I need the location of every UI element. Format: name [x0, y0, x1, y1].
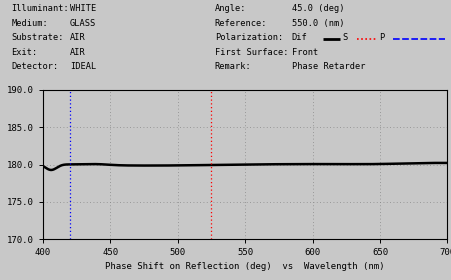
Text: Reference:: Reference:	[214, 19, 267, 28]
Text: Remark:: Remark:	[214, 62, 251, 71]
Text: Illuminant:: Illuminant:	[11, 4, 69, 13]
Text: Polarization:: Polarization:	[214, 33, 282, 42]
Text: WHITE: WHITE	[70, 4, 96, 13]
Text: Phase Retarder: Phase Retarder	[291, 62, 364, 71]
Text: Medium:: Medium:	[11, 19, 48, 28]
Text: AIR: AIR	[70, 48, 86, 57]
Text: IDEAL: IDEAL	[70, 62, 96, 71]
Text: Detector:: Detector:	[11, 62, 59, 71]
Text: GLASS: GLASS	[70, 19, 96, 28]
Text: Substrate:: Substrate:	[11, 33, 64, 42]
Text: AIR: AIR	[70, 33, 86, 42]
Text: 45.0 (deg): 45.0 (deg)	[291, 4, 343, 13]
Text: P: P	[378, 33, 384, 42]
Text: Front: Front	[291, 48, 317, 57]
Text: Dif: Dif	[291, 33, 307, 42]
Text: S: S	[341, 33, 347, 42]
Text: Exit:: Exit:	[11, 48, 37, 57]
Text: First Surface:: First Surface:	[214, 48, 288, 57]
X-axis label: Phase Shift on Reflection (deg)  vs  Wavelength (nm): Phase Shift on Reflection (deg) vs Wavel…	[105, 262, 384, 270]
Text: Angle:: Angle:	[214, 4, 246, 13]
Text: 550.0 (nm): 550.0 (nm)	[291, 19, 343, 28]
